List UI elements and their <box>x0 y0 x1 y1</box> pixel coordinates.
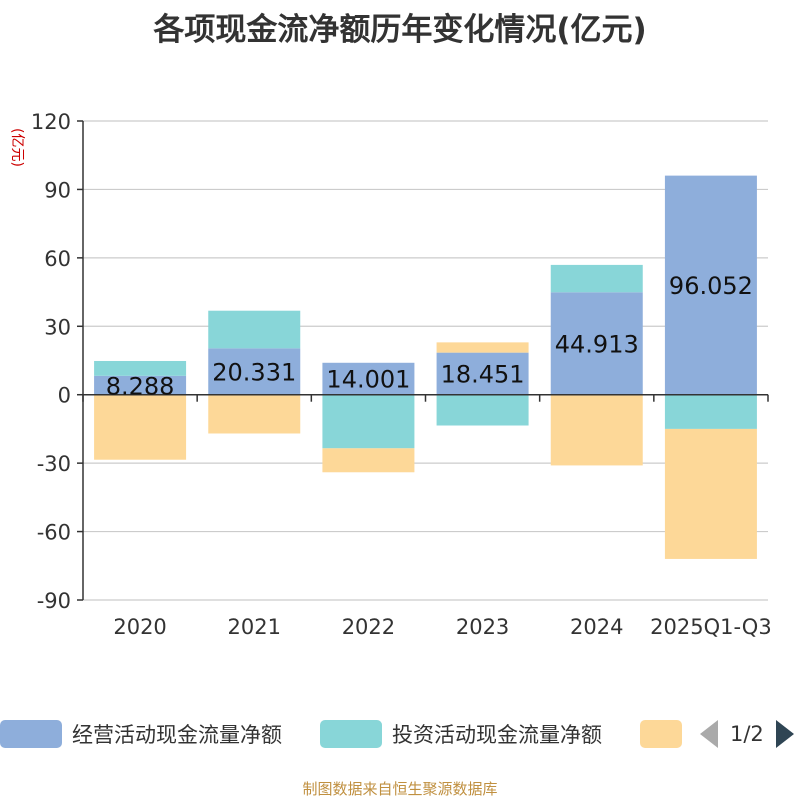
stacked-bar-chart: 120 90 60 30 0 -30 -60 -90 2020 2021 2022 2023 2024 2… <box>31 110 772 639</box>
bar-segment-investing[interactable] <box>550 264 643 293</box>
y-tick-label: 120 <box>31 110 71 134</box>
bar-segment-financing[interactable] <box>550 394 643 466</box>
legend-swatch-investing <box>320 720 382 748</box>
x-tick-label: 2022 <box>342 615 395 639</box>
y-tick-label: 30 <box>44 315 71 339</box>
data-label: 96.052 <box>669 272 753 300</box>
y-tick-label: 90 <box>44 178 71 202</box>
bar-segment-financing[interactable] <box>436 342 529 353</box>
legend-pager: 1/2 <box>700 716 794 752</box>
bar-segment-operating[interactable] <box>208 348 301 395</box>
legend-item-investing[interactable]: 投资活动现金流量净额 <box>320 716 602 752</box>
data-label: 20.331 <box>212 359 296 387</box>
data-label: 18.451 <box>441 361 525 389</box>
legend-prev-icon[interactable] <box>700 720 718 748</box>
legend-swatch-operating <box>0 720 62 748</box>
chart-title: 各项现金流净额历年变化情况(亿元) <box>153 12 647 48</box>
bar-segment-investing[interactable] <box>322 394 415 449</box>
bar-segment-investing[interactable] <box>208 310 301 349</box>
legend-item-financing[interactable] <box>640 716 682 752</box>
y-tick-label: 60 <box>44 247 71 271</box>
legend-label-investing: 投资活动现金流量净额 <box>392 723 602 747</box>
x-tick-label: 2023 <box>456 615 509 639</box>
y-tick-label: -30 <box>37 452 71 476</box>
bar-segment-financing[interactable] <box>94 394 187 460</box>
bar-segment-investing[interactable] <box>94 360 187 376</box>
bar-segment-operating[interactable] <box>94 375 187 395</box>
x-tick-label: 2024 <box>570 615 623 639</box>
gridlines <box>83 120 768 601</box>
bar-segment-investing[interactable] <box>664 394 757 429</box>
y-tick-label: 0 <box>58 384 71 408</box>
bar-segment-operating[interactable] <box>550 292 643 395</box>
data-label: 8.288 <box>106 372 175 400</box>
legend-item-operating[interactable]: 经营活动现金流量净额 <box>0 716 282 752</box>
data-label: 14.001 <box>326 366 410 394</box>
legend: 经营活动现金流量净额 投资活动现金流量净额 1/2 <box>0 716 800 756</box>
bar-segment-financing[interactable] <box>322 448 415 473</box>
x-tick-label: 2020 <box>113 615 166 639</box>
data-labels: 8.288 20.331 14.001 18.451 44.913 96.052 <box>106 272 753 400</box>
y-tick-label: -90 <box>37 589 71 613</box>
data-source-note: 制图数据来自恒生聚源数据库 <box>302 780 498 798</box>
axes: 120 90 60 30 0 -30 -60 -90 2020 2021 2022 2023 2024 2… <box>31 110 772 639</box>
bar-segment-financing[interactable] <box>664 428 757 559</box>
data-label: 44.913 <box>555 330 639 358</box>
x-tick-label: 2021 <box>228 615 281 639</box>
legend-page-indicator: 1/2 <box>730 722 764 746</box>
legend-label-operating: 经营活动现金流量净额 <box>72 723 282 747</box>
bar-segment-financing[interactable] <box>208 394 301 434</box>
y-tick-label: -60 <box>37 521 71 545</box>
legend-swatch-financing <box>640 720 682 748</box>
bar-segment-operating[interactable] <box>436 352 529 395</box>
bar-segment-operating[interactable] <box>322 362 415 395</box>
legend-next-icon[interactable] <box>775 720 794 748</box>
bar-segment-operating[interactable] <box>664 175 757 395</box>
bar-segment-investing[interactable] <box>436 394 529 426</box>
bars <box>94 175 757 559</box>
x-tick-label: 2025Q1-Q3 <box>650 615 772 639</box>
